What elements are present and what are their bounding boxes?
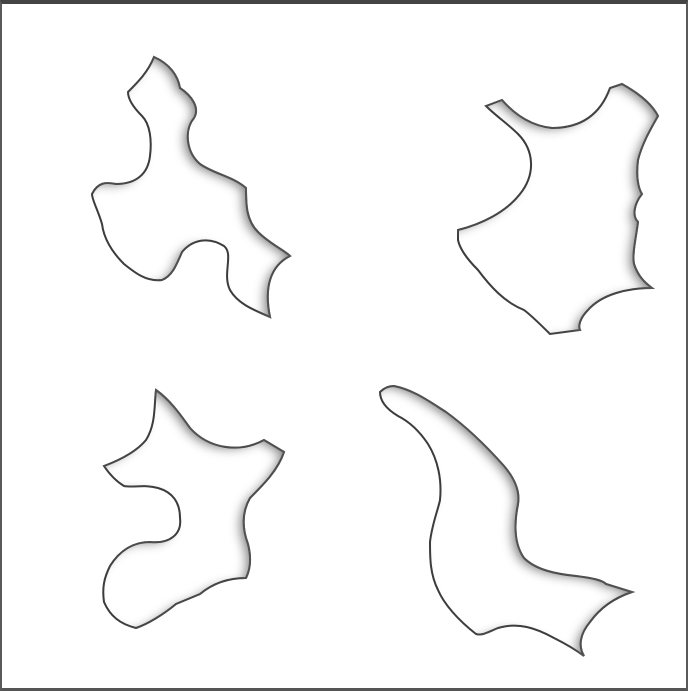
puzzle-piece-top-left[interactable] (90, 55, 292, 319)
puzzle-piece-bottom-right[interactable] (378, 384, 636, 657)
puzzle-piece-top-right[interactable] (457, 82, 660, 336)
puzzle-piece-bottom-left[interactable] (102, 388, 286, 630)
puzzle-canvas (90, 55, 660, 657)
